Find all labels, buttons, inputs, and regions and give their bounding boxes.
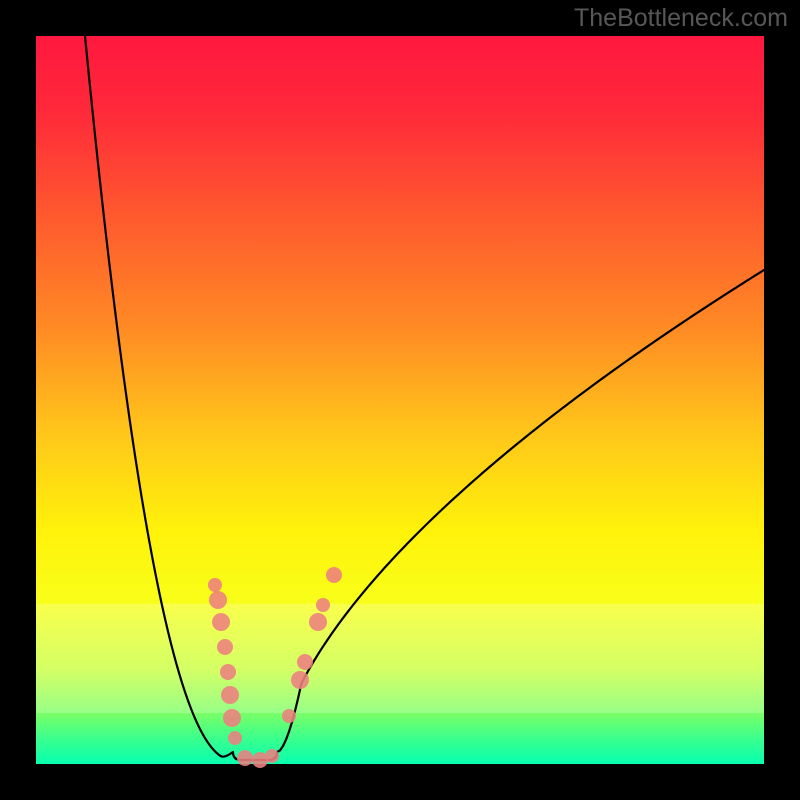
curve-marker bbox=[228, 731, 242, 745]
chart-svg bbox=[0, 0, 800, 800]
curve-marker bbox=[309, 613, 327, 631]
curve-marker bbox=[326, 567, 342, 583]
curve-marker bbox=[265, 749, 279, 763]
curve-marker bbox=[297, 654, 313, 670]
highlight-band bbox=[36, 604, 764, 713]
chart-stage: TheBottleneck.com bbox=[0, 0, 800, 800]
watermark-text: TheBottleneck.com bbox=[574, 4, 788, 33]
curve-marker bbox=[212, 613, 230, 631]
curve-marker bbox=[208, 578, 222, 592]
curve-marker bbox=[223, 709, 241, 727]
curve-marker bbox=[217, 639, 233, 655]
curve-marker bbox=[291, 671, 309, 689]
curve-marker bbox=[209, 591, 227, 609]
curve-marker bbox=[220, 664, 236, 680]
curve-marker bbox=[316, 598, 330, 612]
curve-marker bbox=[282, 709, 296, 723]
curve-marker bbox=[221, 686, 239, 704]
curve-marker bbox=[237, 750, 253, 766]
